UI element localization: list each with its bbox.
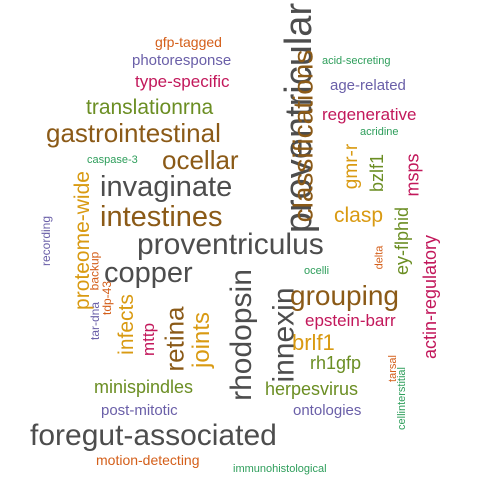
word-immunohistological: immunohistological (233, 463, 327, 475)
word-regenerative: regenerative (322, 105, 417, 124)
word-gmr-r: gmr-r (341, 143, 363, 190)
word-caspase-3: caspase-3 (87, 154, 138, 166)
word-acid-secreting: acid-secreting (322, 55, 391, 67)
word-ocellar: ocellar (162, 145, 239, 175)
word-infects: infects (114, 294, 138, 355)
word-msps: msps (402, 153, 423, 197)
word-epstein-barr: epstein-barr (305, 311, 396, 330)
word-clasp: clasp (334, 204, 384, 227)
word-actin-regulatory: actin-regulatory (420, 234, 441, 360)
word-copper: copper (104, 257, 193, 289)
word-translationrna: translationrna (86, 96, 214, 119)
word-age-related: age-related (330, 77, 406, 94)
word-type-specific: type-specific (135, 72, 230, 91)
word-gfp-tagged: gfp-tagged (155, 34, 222, 50)
word-rh1gfp: rh1gfp (310, 353, 362, 373)
word-cellinterstitial: cellinterstitial (395, 367, 408, 430)
word-foregut-associated: foregut-associated (30, 419, 277, 452)
word-backup: backup (87, 251, 102, 291)
word-joints: joints (188, 311, 216, 369)
word-classifications: classifications (287, 49, 319, 223)
word-bzlf1: bzlf1 (367, 153, 388, 193)
word-gastrointestinal: gastrointestinal (46, 118, 221, 148)
word-invaginate: invaginate (100, 171, 233, 203)
word-acridine: acridine (360, 126, 399, 138)
word-tdp-43: tdp-43 (100, 280, 115, 316)
word-recording: recording (39, 215, 54, 267)
word-brlf1: brlf1 (292, 330, 335, 355)
word-grouping: grouping (290, 280, 399, 311)
word-minispindles: minispindles (94, 377, 194, 397)
word-mttp: mttp (139, 322, 159, 357)
word-delta: delta (373, 245, 386, 270)
word-retina: retina (159, 306, 190, 372)
word-ocelli: ocelli (304, 265, 330, 277)
word-proventriculus: proventriculus (137, 228, 324, 261)
word-post-mitotic: post-mitotic (101, 402, 178, 419)
word-intestines: intestines (100, 201, 223, 233)
word-photoresponse: photoresponse (132, 52, 232, 69)
word-ontologies: ontologies (293, 402, 362, 419)
word-ey-flphid: ey-flphid (392, 206, 413, 276)
word-motion-detecting: motion-detecting (96, 452, 200, 468)
word-herpesvirus: herpesvirus (265, 379, 359, 399)
word-rhodopsin: rhodopsin (224, 269, 258, 401)
